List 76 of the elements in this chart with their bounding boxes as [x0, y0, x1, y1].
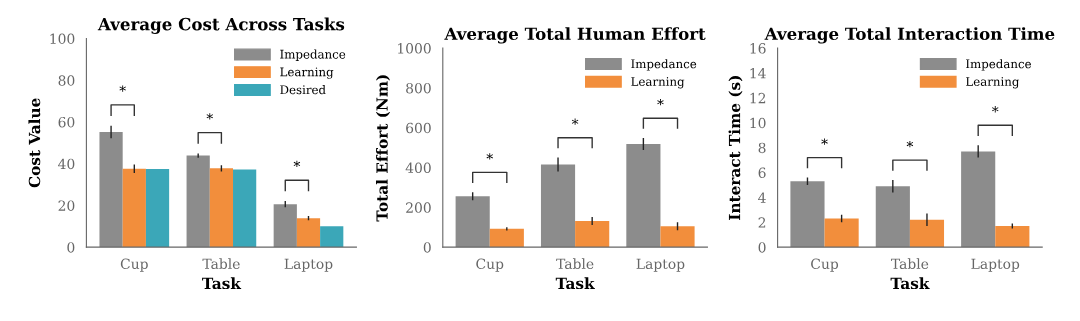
- x-tick-label: Laptop: [636, 258, 685, 272]
- bar: [875, 186, 910, 248]
- y-axis-title: Cost Value: [28, 98, 41, 188]
- x-axis-title: Task: [555, 277, 595, 290]
- annotation: *: [657, 99, 664, 106]
- y-tick-label: 2: [758, 217, 766, 228]
- x-tick-label: Laptop: [971, 258, 1020, 272]
- x-tick-label: Cup: [476, 258, 504, 272]
- annotation: *: [293, 160, 301, 168]
- y-axis-title: Interact Time (s): [728, 76, 743, 220]
- legend-label: Impedance: [280, 49, 346, 61]
- y-tick-label: 0: [758, 242, 766, 253]
- bar: [626, 144, 661, 248]
- y-tick-label: 14: [750, 68, 766, 79]
- bar: [296, 218, 321, 248]
- x-tick-label: Table: [202, 258, 240, 270]
- x-tick-label: Laptop: [284, 258, 333, 272]
- y-tick-label: 400: [405, 162, 431, 174]
- legend-label: Learning: [966, 77, 1020, 89]
- y-tick-label: 0: [67, 242, 75, 253]
- annotation: *: [906, 140, 914, 148]
- y-tick-label: 8: [758, 142, 766, 154]
- y-tick-label: 12: [750, 92, 766, 104]
- y-tick-label: 6: [758, 167, 766, 179]
- x-tick-label: Cup: [811, 258, 839, 272]
- bar: [540, 164, 576, 248]
- y-tick-label: 60: [58, 116, 75, 128]
- y-tick-label: 100: [50, 33, 75, 44]
- annotation: *: [206, 113, 214, 120]
- bar: [99, 132, 123, 248]
- x-axis-title: Task: [890, 277, 930, 290]
- bar: [961, 151, 996, 248]
- x-axis-title: Task: [202, 277, 242, 290]
- legend-label: Impedance: [966, 59, 1031, 71]
- annotation: *: [486, 153, 493, 160]
- annotation: *: [571, 118, 579, 125]
- legend-label: Learning: [280, 67, 334, 79]
- chart-title: Average Total Interaction Time: [764, 27, 1055, 44]
- bar: [122, 168, 146, 248]
- y-tick-label: 10: [750, 117, 766, 129]
- chart-title: Average Cost Across Tasks: [97, 17, 345, 34]
- bar: [660, 226, 695, 248]
- y-tick-label: 600: [406, 122, 431, 134]
- y-tick-label: 800: [406, 82, 431, 94]
- annotation: *: [992, 106, 999, 113]
- bar: [575, 220, 610, 248]
- annotation: *: [119, 85, 126, 92]
- chart-title: Average Total Human Effort: [444, 27, 706, 44]
- bar: [995, 226, 1030, 248]
- bar: [145, 168, 170, 248]
- bar: [273, 204, 297, 248]
- y-tick-label: 20: [58, 200, 75, 211]
- bar: [790, 181, 825, 248]
- x-tick-label: Cup: [120, 258, 148, 272]
- bar: [824, 218, 859, 248]
- annotation: *: [821, 138, 828, 145]
- x-tick-label: Table: [891, 258, 929, 270]
- y-tick-label: 80: [58, 75, 75, 86]
- y-axis-title: Total Effort (Nm): [376, 75, 390, 222]
- x-tick-label: Table: [556, 258, 594, 270]
- y-tick-label: 1000: [398, 43, 431, 54]
- bar: [909, 219, 945, 248]
- legend-label: Impedance: [631, 59, 697, 71]
- legend-label: Desired: [280, 85, 326, 95]
- bar: [455, 196, 490, 248]
- y-tick-label: 0: [423, 242, 431, 253]
- y-tick-label: 40: [58, 158, 75, 170]
- bar: [233, 169, 257, 248]
- bar: [320, 226, 344, 248]
- y-tick-label: 4: [758, 192, 766, 203]
- legend-label: Learning: [631, 77, 685, 89]
- bar: [489, 228, 524, 248]
- bar: [186, 155, 210, 248]
- bar: [209, 168, 234, 248]
- y-tick-label: 200: [406, 202, 431, 213]
- y-tick-label: 16: [750, 43, 766, 54]
